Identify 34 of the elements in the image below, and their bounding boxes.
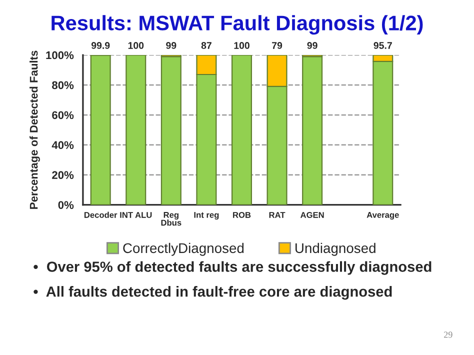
annotation: 100: [234, 42, 250, 49]
annotation: 100: [128, 42, 144, 49]
y-tick-label: 40%: [52, 141, 74, 150]
text: • Over 95% of detected faults are successfully diagnosed: [34, 261, 432, 275]
x-tick-label: Average: [366, 212, 399, 220]
y-tick-label: 60%: [52, 111, 74, 120]
text: 29: [444, 332, 452, 338]
bar: [160, 56, 182, 205]
x-tick-label: Reg Dbus: [161, 212, 182, 226]
bar: [90, 55, 111, 205]
y-axis-title: Percentage of Detected Faults: [30, 50, 40, 209]
bar: [126, 55, 146, 205]
annotation: 99.9: [91, 42, 110, 49]
bar: [231, 55, 252, 205]
x-tick-label: INT ALU: [120, 212, 152, 218]
bar: [302, 56, 323, 205]
y-tick-label: 0%: [58, 201, 74, 209]
chart-title: Results: MSWAT Fault Diagnosis (1/2): [52, 15, 423, 35]
annotation: 99: [307, 42, 318, 49]
legend-label: Undiagnosed: [296, 242, 376, 256]
annotation: 87: [201, 42, 212, 49]
text: • All faults detected in fault-free core are diagnosed: [34, 286, 392, 300]
annotation: 99: [166, 42, 176, 49]
y-tick-label: 100%: [46, 51, 74, 60]
x-tick-label: AGEN: [300, 212, 324, 218]
x-tick-label: Int reg: [194, 212, 219, 220]
y-tick-label: 80%: [52, 81, 74, 90]
x-tick-label: Decoder: [84, 212, 118, 218]
legend-label: CorrectlyDiagnosed: [123, 242, 244, 256]
annotation: 95.7: [374, 42, 392, 49]
x-tick-label: ROB: [233, 212, 251, 218]
x-tick-label: RAT: [269, 212, 286, 218]
annotation: 79: [272, 42, 282, 49]
y-tick-label: 20%: [52, 171, 74, 180]
